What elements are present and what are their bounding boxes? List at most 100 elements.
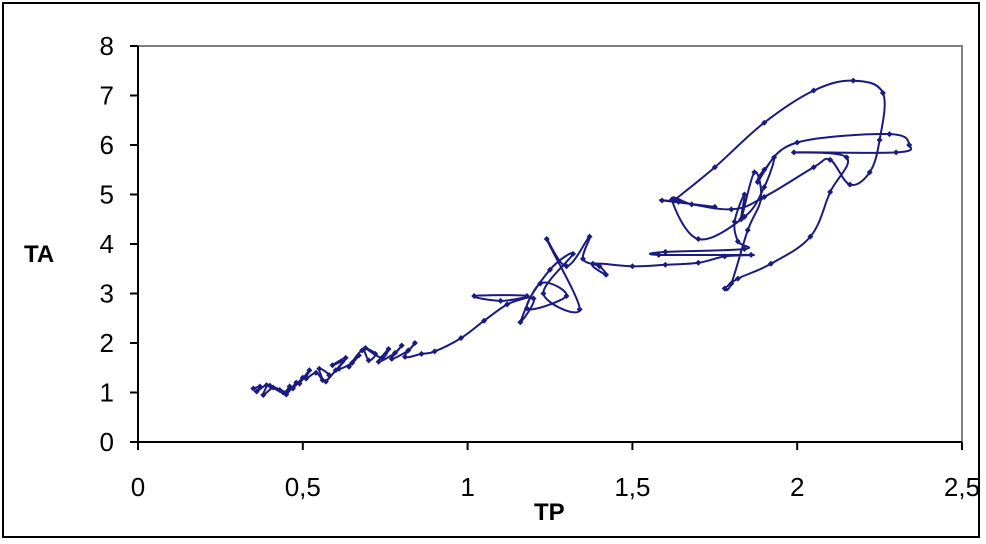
data-point xyxy=(827,189,834,196)
y-tick-label: 4 xyxy=(100,229,114,259)
data-point xyxy=(256,383,263,390)
data-point xyxy=(458,335,465,342)
data-point xyxy=(345,363,352,370)
data-point xyxy=(810,164,817,171)
data-point xyxy=(603,271,610,278)
y-axis: 0 1 2 3 4 5 6 7 8 xyxy=(100,31,139,457)
data-point xyxy=(401,353,408,360)
data-point xyxy=(589,260,596,267)
y-tick-label: 0 xyxy=(100,427,114,457)
y-tick-label: 5 xyxy=(100,180,114,210)
y-tick-label: 8 xyxy=(100,31,114,61)
data-point xyxy=(886,131,893,138)
data-point xyxy=(576,306,583,313)
data-point xyxy=(418,350,425,357)
data-point xyxy=(731,218,738,225)
data-point xyxy=(283,391,290,398)
data-point xyxy=(695,259,702,266)
data-point xyxy=(336,365,343,372)
data-point xyxy=(385,345,392,352)
x-tick-label: 0,5 xyxy=(285,472,321,502)
data-point xyxy=(751,169,758,176)
data-point xyxy=(807,233,814,240)
data-point xyxy=(570,250,577,257)
data-point xyxy=(253,388,260,395)
data-point xyxy=(303,375,310,382)
data-point xyxy=(362,344,369,351)
data-point xyxy=(471,292,478,299)
data-point xyxy=(378,354,385,361)
data-point xyxy=(761,193,768,200)
x-tick-label: 2 xyxy=(790,472,804,502)
data-point xyxy=(711,164,718,171)
data-point xyxy=(530,295,537,302)
data-point xyxy=(596,263,603,270)
data-point xyxy=(322,378,329,385)
data-point xyxy=(563,263,570,270)
y-tick-label: 1 xyxy=(100,378,114,408)
data-point xyxy=(761,166,768,173)
data-point xyxy=(504,301,511,308)
x-tick-label: 0 xyxy=(131,472,145,502)
data-point xyxy=(523,305,530,312)
data-point xyxy=(579,255,586,262)
data-point xyxy=(537,280,544,287)
data-point xyxy=(741,213,748,220)
data-point xyxy=(523,292,530,299)
data-point xyxy=(375,358,382,365)
data-point xyxy=(655,251,662,258)
data-point xyxy=(711,203,718,210)
data-point xyxy=(741,191,748,198)
data-point xyxy=(846,181,853,188)
data-point xyxy=(906,142,913,148)
data-point xyxy=(481,317,488,324)
data-point xyxy=(741,245,748,252)
data-point xyxy=(342,354,349,361)
data-point xyxy=(289,385,296,392)
data-point xyxy=(355,352,362,359)
data-point xyxy=(586,233,593,240)
data-point xyxy=(543,236,550,243)
data-point xyxy=(767,260,774,267)
data-point xyxy=(339,358,346,365)
data-point xyxy=(547,266,553,273)
x-tick-label: 1,5 xyxy=(614,472,650,502)
data-point xyxy=(744,227,751,234)
scatter-line-chart: 0 1 2 3 4 5 6 7 8 0 0,5 1 1,5 2 2,5 TA TP xyxy=(24,31,980,526)
data-point xyxy=(662,261,669,268)
x-tick-label: 2,5 xyxy=(944,472,980,502)
data-point xyxy=(392,349,399,356)
x-axis-title: TP xyxy=(534,499,565,526)
data-point xyxy=(721,285,728,292)
data-point xyxy=(662,248,669,255)
y-tick-label: 6 xyxy=(100,130,114,160)
data-point xyxy=(721,253,728,260)
data-point xyxy=(827,156,834,163)
data-point xyxy=(850,77,857,84)
data-point xyxy=(411,340,418,346)
data-point xyxy=(728,206,735,213)
data-point xyxy=(250,385,257,392)
y-axis-title: TA xyxy=(24,241,54,268)
data-point xyxy=(316,365,323,372)
data-point xyxy=(668,196,675,203)
data-point xyxy=(728,280,735,287)
data-point xyxy=(879,90,886,97)
data-point xyxy=(734,238,741,245)
data-point xyxy=(810,87,817,94)
chart-frame: 0 1 2 3 4 5 6 7 8 0 0,5 1 1,5 2 2,5 TA TP xyxy=(2,2,980,538)
data-point xyxy=(398,342,405,349)
data-point xyxy=(761,184,768,191)
y-tick-label: 2 xyxy=(100,328,114,358)
series-line xyxy=(253,79,913,396)
data-point xyxy=(893,149,900,156)
data-point xyxy=(431,348,438,355)
data-point xyxy=(372,350,379,357)
data-point xyxy=(672,196,679,203)
data-point xyxy=(260,391,267,398)
data-point xyxy=(312,369,319,376)
data-point xyxy=(405,347,412,354)
data-point xyxy=(876,137,883,144)
data-point xyxy=(517,319,524,326)
data-point xyxy=(540,290,547,297)
